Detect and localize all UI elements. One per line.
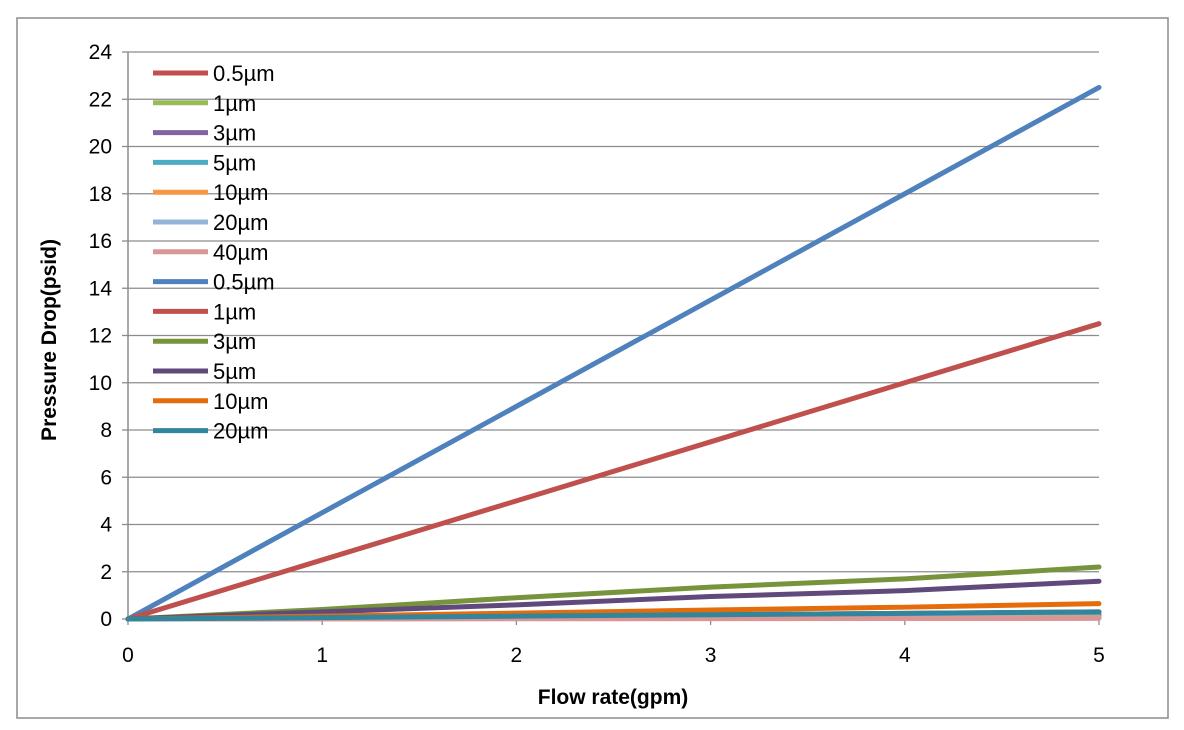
series-line-8	[125, 84, 1102, 622]
x-axis-title: Flow rate(gpm)	[538, 686, 689, 709]
legend-item: 10µm	[153, 180, 268, 205]
series-line-13	[125, 609, 1102, 622]
legend-item: 0.5µm	[153, 61, 275, 86]
y-tick-label: 24	[89, 41, 113, 64]
y-tick-label: 12	[89, 325, 112, 348]
legend-item: 10µm	[153, 389, 268, 414]
x-tick-label: 2	[511, 644, 523, 667]
x-tick-label: 3	[705, 644, 717, 667]
y-tick-label: 0	[100, 608, 112, 631]
legend-item: 5µm	[153, 150, 256, 175]
x-tick-label: 1	[316, 644, 328, 667]
legend-label: 0.5µm	[213, 270, 275, 295]
x-tick-label: 5	[1093, 644, 1105, 667]
legend-item: 20µm	[153, 419, 268, 444]
legend-label: 3µm	[213, 121, 256, 146]
legend-label: 40µm	[213, 240, 268, 265]
legend-item: 1µm	[153, 91, 256, 116]
series-line-11	[125, 578, 1102, 622]
series-line-9	[125, 321, 1102, 622]
y-tick-label: 6	[100, 466, 112, 489]
y-tick-label: 16	[89, 230, 112, 253]
legend-item: 20µm	[153, 210, 268, 235]
plot-series	[125, 84, 1102, 622]
y-tick-label: 18	[89, 183, 112, 206]
legend-label: 20µm	[213, 419, 268, 444]
legend-label: 5µm	[213, 359, 256, 384]
y-tick-label: 2	[100, 561, 112, 584]
legend-label: 20µm	[213, 210, 268, 235]
x-tick-label: 0	[122, 644, 134, 667]
legend-item: 1µm	[153, 299, 256, 324]
legend-item: 5µm	[153, 359, 256, 384]
legend-label: 3µm	[213, 329, 256, 354]
legend-item: 40µm	[153, 240, 268, 265]
legend: 0.5µm 1µm 3µm 5µm 10µm 20µm 40µm 0.5µm 1µm 3µm 5µm…	[153, 61, 275, 444]
y-tick-label: 8	[100, 419, 112, 442]
legend-item: 0.5µm	[153, 270, 275, 295]
legend-label: 5µm	[213, 150, 256, 175]
y-tick-label: 20	[89, 136, 112, 159]
x-tick-label: 4	[899, 644, 911, 667]
y-tick-label: 14	[89, 277, 113, 300]
y-tick-label: 10	[89, 372, 112, 395]
legend-label: 1µm	[213, 91, 256, 116]
y-tick-label: 4	[100, 514, 112, 537]
y-axis-title: Pressure Drop(psid)	[38, 239, 61, 441]
legend-label: 0.5µm	[213, 61, 275, 86]
legend-label: 10µm	[213, 180, 268, 205]
legend-item: 3µm	[153, 121, 256, 146]
legend-label: 10µm	[213, 389, 268, 414]
y-tick-label: 22	[89, 88, 112, 111]
legend-label: 1µm	[213, 299, 256, 324]
legend-item: 3µm	[153, 329, 256, 354]
